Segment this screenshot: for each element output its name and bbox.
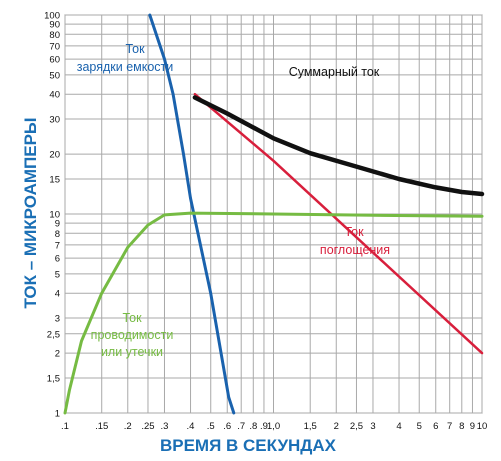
charge-current-line: [148, 13, 236, 415]
annotation-leakage-line1: Ток: [122, 311, 142, 325]
x-tick-label-2: 2: [334, 421, 339, 432]
x-tick-label-1-0: 1,0: [267, 421, 280, 432]
annotation-total-current: Суммарный ток: [289, 65, 380, 79]
annotation-charge-line2: зарядки емкости: [77, 60, 174, 74]
x-tick-label-15: .15: [95, 421, 108, 432]
x-tick-label-25: .25: [141, 421, 154, 432]
y-tick-label-40: 40: [49, 90, 60, 101]
x-tick-label-6: 6: [433, 421, 438, 432]
annotation-leakage-line2: проводимости: [91, 328, 174, 342]
x-tick-label-10: 10: [477, 421, 488, 432]
plot-series: [63, 13, 485, 415]
x-tick-label-9: 9: [470, 421, 475, 432]
x-tick-labels: .1 .15 .2 .25 .3 .4 .5 .6 .7 .8.91,0 1,5 2 2,5 3 4 5 6 7 8…: [61, 421, 487, 432]
annotation-absorption-line2: поглощения: [320, 243, 390, 257]
annotation-total-line1: Суммарный ток: [289, 65, 380, 79]
annotation-absorption-current: Ток поглощения: [320, 225, 390, 257]
x-tick-label-2-5: 2,5: [350, 421, 363, 432]
annotation-leakage-line3: или утечки: [101, 345, 163, 359]
y-tick-label-7: 7: [55, 240, 60, 251]
x-tick-label-3: 3: [370, 421, 375, 432]
y-tick-label-2-5: 2,5: [47, 329, 60, 340]
y-tick-label-90: 90: [49, 20, 60, 31]
x-tick-label-4: 4: [396, 421, 401, 432]
y-tick-label-1-5: 1,5: [47, 373, 60, 384]
y-tick-label-20: 20: [49, 150, 60, 161]
x-tick-label-9: .9: [260, 421, 268, 432]
y-tick-label-4: 4: [55, 289, 60, 300]
x-tick-label-7: .7: [237, 421, 245, 432]
annotation-absorption-line1: Ток: [344, 225, 364, 239]
annotation-charge-current: Ток зарядки емкости: [77, 42, 174, 74]
y-tick-label-30: 30: [49, 115, 60, 126]
y-tick-label-9: 9: [55, 219, 60, 230]
y-tick-label-8: 8: [55, 229, 60, 240]
x-tick-label-5: 5: [417, 421, 422, 432]
y-tick-label-80: 80: [49, 30, 60, 41]
x-tick-label-1: .1: [61, 421, 69, 432]
annotation-leakage-current: Ток проводимости или утечки: [91, 311, 174, 359]
x-tick-label-4: .4: [187, 421, 195, 432]
x-tick-label-8: 8: [459, 421, 464, 432]
y-tick-label-50: 50: [49, 70, 60, 81]
x-tick-label-3: .3: [161, 421, 169, 432]
x-axis-title: ВРЕМЯ В СЕКУНДАХ: [160, 436, 337, 455]
leakage-current-line: [63, 211, 484, 415]
y-tick-label-70: 70: [49, 41, 60, 52]
y-tick-label-10: 10: [49, 210, 60, 221]
y-tick-label-2: 2: [55, 349, 60, 360]
total-current-line: [192, 95, 485, 197]
y-tick-label-15: 15: [49, 174, 60, 185]
x-tick-label-1-5: 1,5: [304, 421, 317, 432]
y-tick-label-3: 3: [55, 314, 60, 325]
y-tick-label-1: 1: [55, 409, 60, 420]
x-tick-label-2: .2: [124, 421, 132, 432]
x-tick-label-6: .6: [223, 421, 231, 432]
y-tick-label-60: 60: [49, 55, 60, 66]
y-tick-label-6: 6: [55, 254, 60, 265]
absorption-current-line: [193, 92, 484, 355]
y-tick-label-5: 5: [55, 269, 60, 280]
x-tick-label-8: .8: [249, 421, 257, 432]
y-axis-title: ТОК – МИКРОАМПЕРЫ: [21, 117, 40, 308]
x-tick-label-7: 7: [447, 421, 452, 432]
x-tick-label-5: .5: [207, 421, 215, 432]
annotation-charge-line1: Ток: [125, 42, 145, 56]
y-tick-label-100: 100: [44, 11, 60, 22]
